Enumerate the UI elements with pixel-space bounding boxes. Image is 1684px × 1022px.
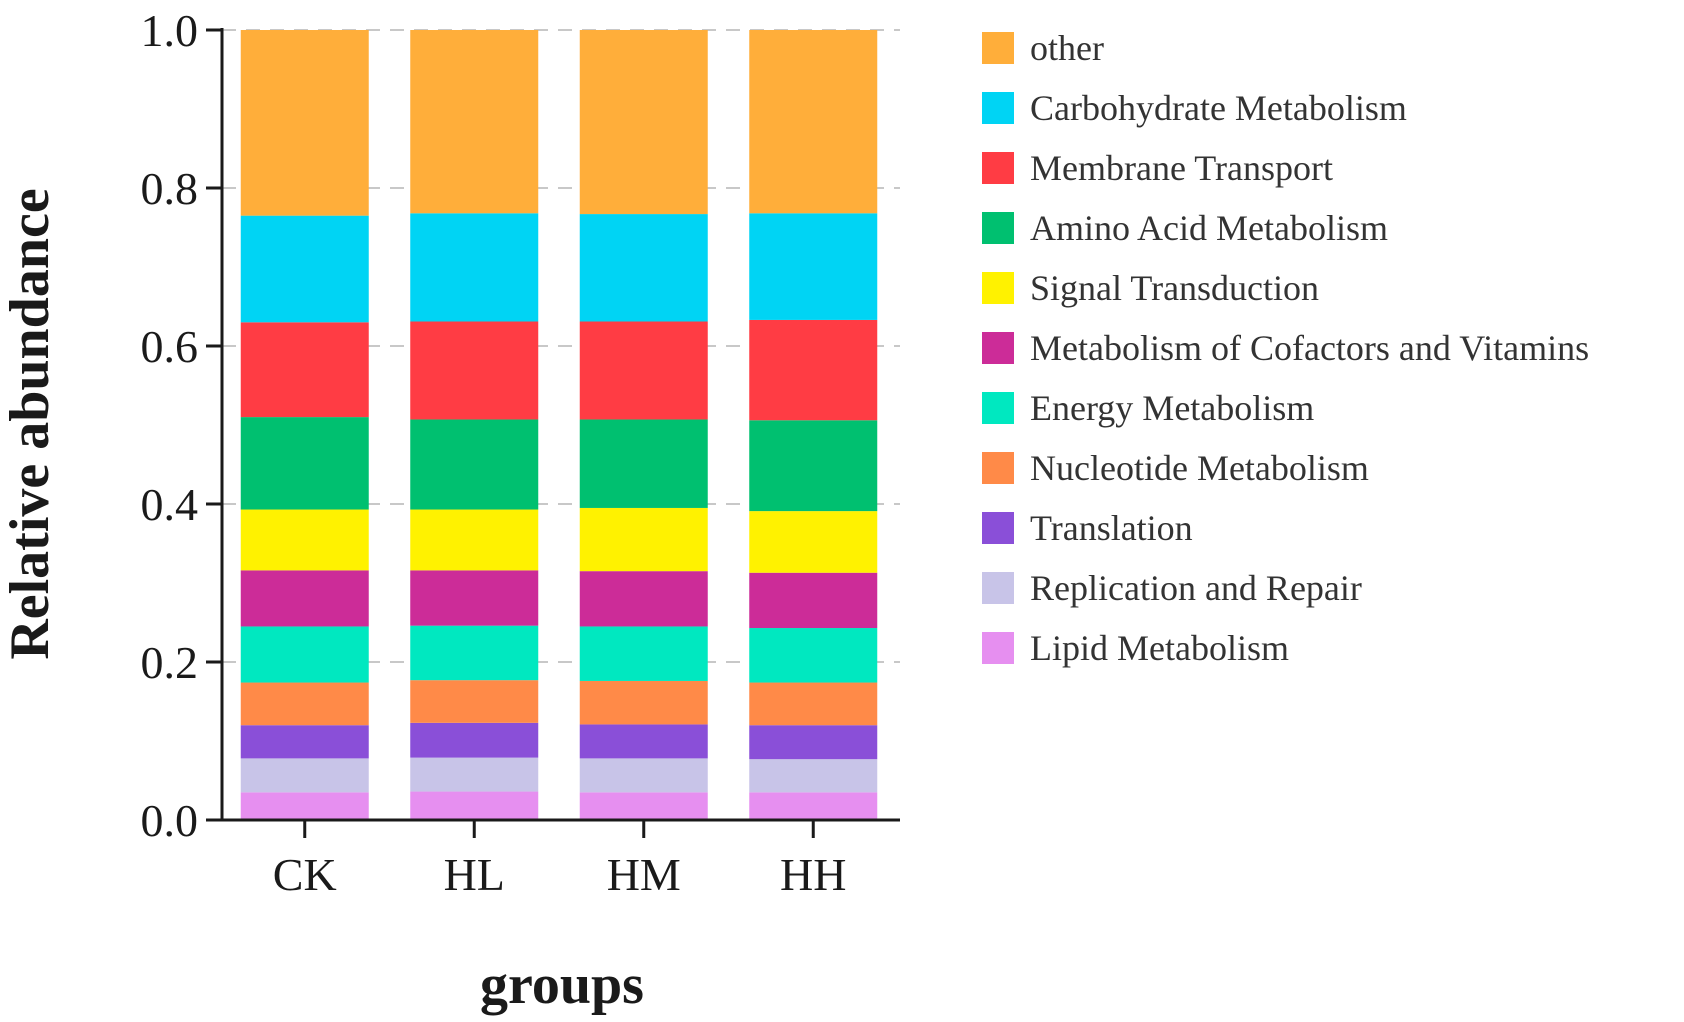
x-ticks: CK HL HM HH xyxy=(273,820,846,900)
y-ticks: 0.0 0.2 0.4 0.6 0.8 1.0 xyxy=(141,5,222,846)
bar-segment xyxy=(579,30,708,215)
bar-segment xyxy=(410,791,539,820)
bar-segment xyxy=(749,725,878,760)
bar-segment xyxy=(240,30,369,216)
y-tick-label: 0.4 xyxy=(141,479,199,530)
bar-segment xyxy=(579,680,708,725)
bar-segment xyxy=(749,511,878,573)
x-tick-label: HH xyxy=(780,849,846,900)
bar-segment xyxy=(749,420,878,512)
legend-swatch xyxy=(982,452,1014,484)
legend-label: Membrane Transport xyxy=(1030,148,1333,188)
bar-segment xyxy=(749,792,878,820)
legend-swatch xyxy=(982,272,1014,304)
bar-segment xyxy=(240,570,369,627)
bar-segment xyxy=(240,792,369,820)
bar-segment xyxy=(579,507,708,572)
legend-swatch xyxy=(982,92,1014,124)
bar-segment xyxy=(579,724,708,759)
x-tick-label: HM xyxy=(607,849,681,900)
bar-segment xyxy=(749,628,878,683)
legend-swatch xyxy=(982,512,1014,544)
bar-segment xyxy=(240,758,369,793)
legend-swatch xyxy=(982,212,1014,244)
legend-label: Nucleotide Metabolism xyxy=(1030,448,1369,488)
bar-segment xyxy=(579,792,708,820)
x-tick-label: CK xyxy=(273,849,337,900)
y-tick-label: 0.0 xyxy=(141,795,199,846)
legend-label: other xyxy=(1030,28,1104,68)
x-tick-label: HL xyxy=(444,849,505,900)
axes xyxy=(220,28,900,822)
bar-segment xyxy=(749,319,878,421)
bar-segment xyxy=(240,725,369,759)
bar-segment xyxy=(579,214,708,322)
bar-segment xyxy=(240,322,369,418)
legend-label: Carbohydrate Metabolism xyxy=(1030,88,1407,128)
bar-segment xyxy=(410,722,539,758)
bar-segment xyxy=(410,680,539,723)
bar-segment xyxy=(410,757,539,792)
bars xyxy=(240,30,878,820)
y-tick-label: 0.8 xyxy=(141,163,199,214)
legend-swatch xyxy=(982,632,1014,664)
legend-label: Replication and Repair xyxy=(1030,568,1362,608)
bar-segment xyxy=(749,759,878,793)
legend-label: Amino Acid Metabolism xyxy=(1030,208,1388,248)
legend: other Carbohydrate Metabolism Membrane Tra… xyxy=(982,28,1589,668)
bar-segment xyxy=(579,321,708,420)
legend-label: Signal Transduction xyxy=(1030,268,1319,308)
legend-label: Lipid Metabolism xyxy=(1030,628,1289,668)
bar-segment xyxy=(410,321,539,420)
bar-segment xyxy=(410,570,539,626)
y-axis-title: Relative abundance xyxy=(0,188,61,659)
bar-segment xyxy=(410,625,539,681)
bar-segment xyxy=(240,626,369,683)
legend-swatch xyxy=(982,152,1014,184)
bar-segment xyxy=(240,215,369,323)
legend-swatch xyxy=(982,572,1014,604)
bar-segment xyxy=(579,419,708,508)
legend-label: Translation xyxy=(1030,508,1193,548)
bar-segment xyxy=(410,213,539,322)
bar-segment xyxy=(579,626,708,681)
bar-segment xyxy=(749,213,878,320)
legend-swatch xyxy=(982,332,1014,364)
bar-segment xyxy=(749,30,878,214)
bar-segment xyxy=(579,758,708,793)
y-tick-label: 0.2 xyxy=(141,637,199,688)
legend-label: Metabolism of Cofactors and Vitamins xyxy=(1030,328,1589,368)
bar-segment xyxy=(240,682,369,726)
bar-segment xyxy=(579,571,708,627)
bar-segment xyxy=(410,419,539,510)
y-tick-label: 1.0 xyxy=(141,5,199,56)
bar-segment xyxy=(410,509,539,571)
legend-label: Energy Metabolism xyxy=(1030,388,1314,428)
bar-segment xyxy=(240,417,369,510)
bar-segment xyxy=(240,509,369,571)
y-tick-label: 0.6 xyxy=(141,321,199,372)
x-axis-title: groups xyxy=(480,954,644,1016)
bar-segment xyxy=(749,682,878,726)
legend-swatch xyxy=(982,392,1014,424)
legend-swatch xyxy=(982,32,1014,64)
bar-segment xyxy=(410,30,539,214)
bar-segment xyxy=(749,572,878,629)
